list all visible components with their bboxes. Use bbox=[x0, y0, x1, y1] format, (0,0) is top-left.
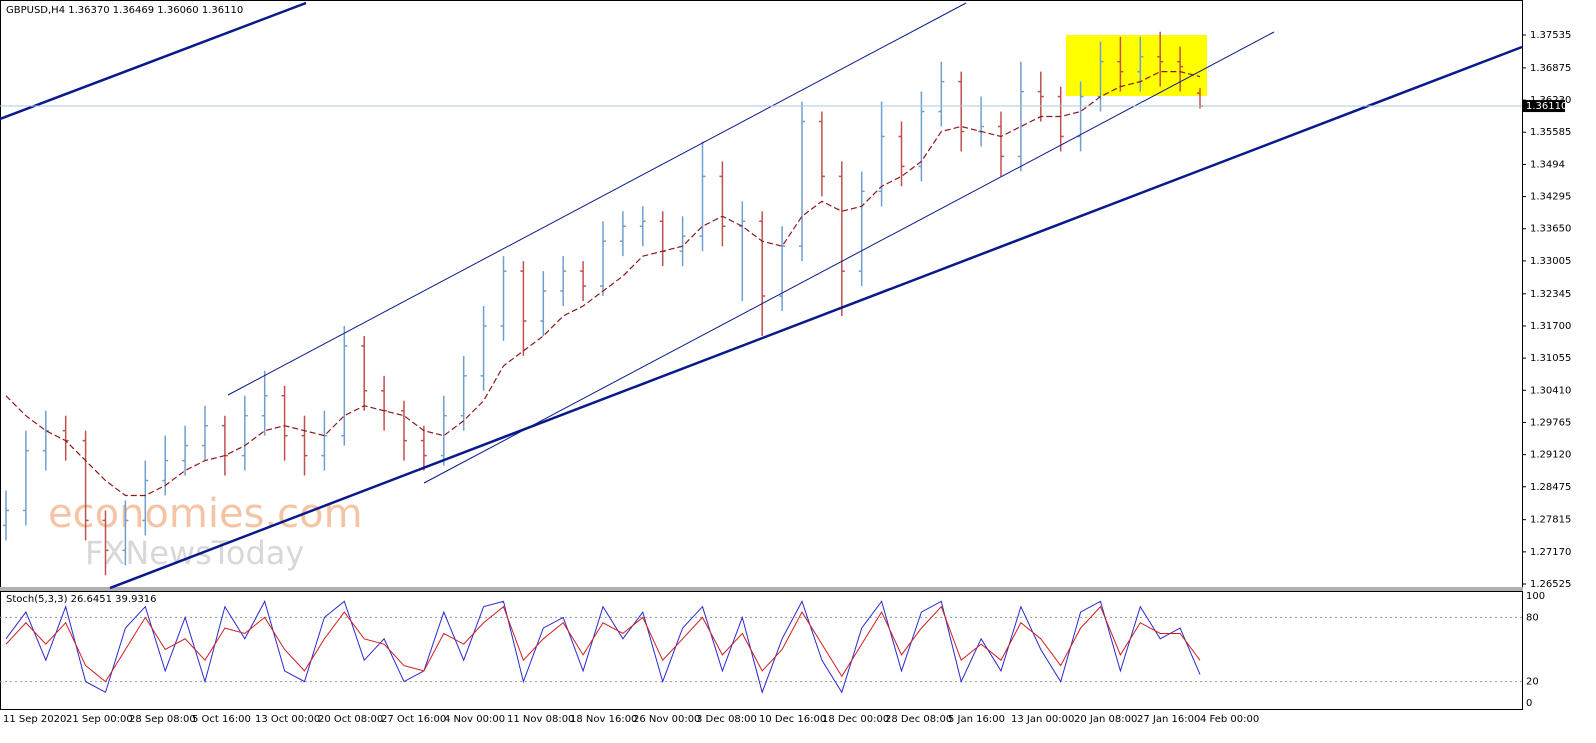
watermark: economies.com bbox=[48, 491, 363, 537]
trend-line bbox=[109, 45, 1523, 590]
y-tick-label: 1.31055 bbox=[1530, 353, 1571, 364]
current-price-label: 1.36110 bbox=[1526, 101, 1567, 112]
y-tick-label: 1.27170 bbox=[1530, 547, 1571, 558]
x-tick-label: 11 Nov 08:00 bbox=[507, 714, 574, 725]
channel-line bbox=[227, 2, 967, 396]
y-tick-label: 1.28475 bbox=[1530, 482, 1571, 493]
y-tick-label: 1.37535 bbox=[1530, 30, 1571, 41]
indicator-tick-label: 0 bbox=[1526, 698, 1532, 709]
indicator-title: Stoch(5,3,3) 26.6451 39.9316 bbox=[6, 594, 157, 605]
y-tick-label: 1.33650 bbox=[1530, 224, 1571, 235]
x-tick-label: 18 Dec 00:00 bbox=[822, 714, 889, 725]
x-tick-label: 5 Jan 16:00 bbox=[948, 714, 1005, 725]
panel-separator bbox=[0, 587, 1523, 591]
x-tick-label: 20 Jan 08:00 bbox=[1074, 714, 1137, 725]
x-tick-label: 18 Nov 16:00 bbox=[570, 714, 637, 725]
y-tick-label: 1.31700 bbox=[1530, 321, 1571, 332]
x-tick-label: 26 Nov 00:00 bbox=[633, 714, 700, 725]
range-box bbox=[1066, 35, 1207, 96]
x-tick-label: 27 Jan 16:00 bbox=[1137, 714, 1200, 725]
x-tick-label: 5 Oct 16:00 bbox=[192, 714, 251, 725]
indicator-tick-label: 100 bbox=[1526, 591, 1545, 602]
indicator-tick-label: 20 bbox=[1526, 677, 1539, 688]
y-tick-label: 1.27815 bbox=[1530, 515, 1571, 526]
indicator-panel bbox=[0, 591, 1523, 710]
moving-average bbox=[5, 71, 1201, 497]
x-tick-label: 13 Jan 00:00 bbox=[1011, 714, 1074, 725]
x-tick-label: 20 Oct 08:00 bbox=[318, 714, 383, 725]
x-tick-label: 21 Sep 00:00 bbox=[66, 714, 133, 725]
indicator-line bbox=[5, 605, 1201, 683]
y-tick-label: 1.35585 bbox=[1530, 127, 1571, 138]
y-tick-label: 1.30410 bbox=[1530, 385, 1571, 396]
y-tick-label: 1.26525 bbox=[1530, 579, 1571, 590]
indicator-line bbox=[5, 600, 1201, 694]
x-tick-label: 27 Oct 16:00 bbox=[381, 714, 446, 725]
x-tick-label: 4 Feb 00:00 bbox=[1200, 714, 1259, 725]
bars bbox=[3, 31, 1203, 576]
y-tick-label: 1.3494 bbox=[1530, 159, 1565, 170]
y-tick-label: 1.32345 bbox=[1530, 289, 1571, 300]
x-tick-label: 11 Sep 2020 bbox=[3, 714, 66, 725]
y-tick-label: 1.36875 bbox=[1530, 63, 1571, 74]
x-tick-label: 4 Nov 00:00 bbox=[444, 714, 505, 725]
current-price-box bbox=[1523, 100, 1565, 113]
y-tick-label: 1.29120 bbox=[1530, 450, 1571, 461]
y-tick-label: 1.34295 bbox=[1530, 192, 1571, 203]
x-tick-label: 28 Dec 08:00 bbox=[885, 714, 952, 725]
x-tick-label: 3 Dec 08:00 bbox=[696, 714, 757, 725]
x-tick-label: 10 Dec 16:00 bbox=[759, 714, 826, 725]
channel-line bbox=[423, 31, 1275, 484]
y-tick-label: 1.29765 bbox=[1530, 417, 1571, 428]
y-tick-label: 1.33005 bbox=[1530, 256, 1571, 267]
x-tick-label: 13 Oct 00:00 bbox=[255, 714, 320, 725]
indicator-tick-label: 80 bbox=[1526, 612, 1539, 623]
watermark: FXNewsToday bbox=[85, 534, 304, 572]
symbol-info: GBPUSD,H4 1.36370 1.36469 1.36060 1.3611… bbox=[6, 5, 243, 16]
x-tick-label: 28 Sep 08:00 bbox=[129, 714, 196, 725]
trend-line bbox=[0, 1, 307, 121]
